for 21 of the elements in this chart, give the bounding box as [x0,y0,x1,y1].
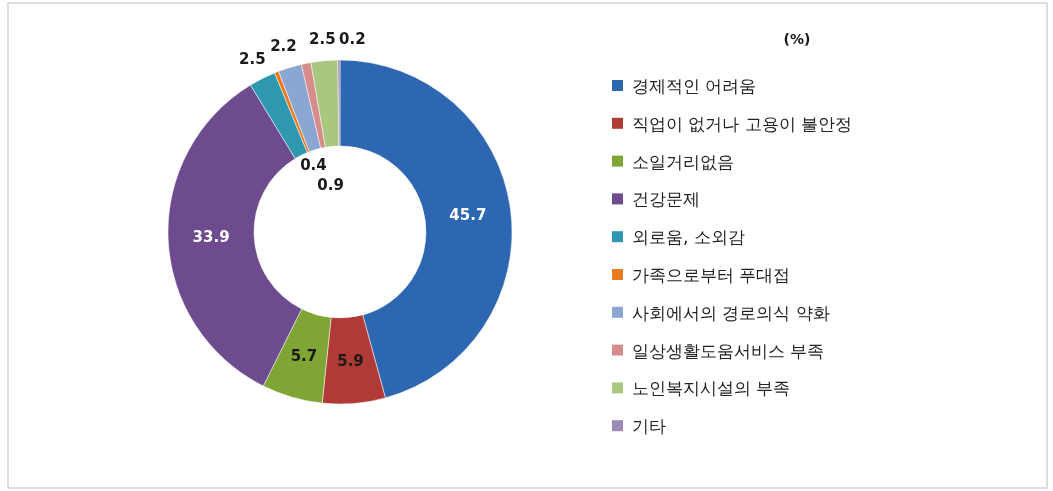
legend-label: 일상생활도움서비스 부족 [632,340,825,361]
legend-label: 직업이 없거나 고용이 불안정 [632,113,853,134]
data-label: 2.5 [309,29,336,48]
legend-label: 경제적인 어려움 [632,76,757,96]
data-label: 5.7 [290,346,318,365]
legend-label: 노인복지시설의 부족 [632,378,791,399]
data-label: 33.9 [192,228,230,247]
data-label: 2.5 [239,49,266,68]
legend-label: 외로움, 소외감 [632,227,745,248]
data-label: 0.9 [317,175,344,194]
legend-label: 기타 [632,416,666,437]
data-label: 2.2 [270,37,297,56]
legend-title: (%) [783,31,811,47]
legend-label: 건강문제 [632,189,700,210]
data-label: 5.9 [337,351,364,370]
legend-label: 가족으로부터 푸대접 [632,265,791,285]
data-label: 0.4 [300,156,327,175]
legend-label: 소일거리없음 [632,151,734,172]
legend-label: 사회에서의 경로의식 약화 [632,302,830,323]
data-label: 0.2 [339,29,366,48]
data-label: 45.7 [449,205,487,224]
